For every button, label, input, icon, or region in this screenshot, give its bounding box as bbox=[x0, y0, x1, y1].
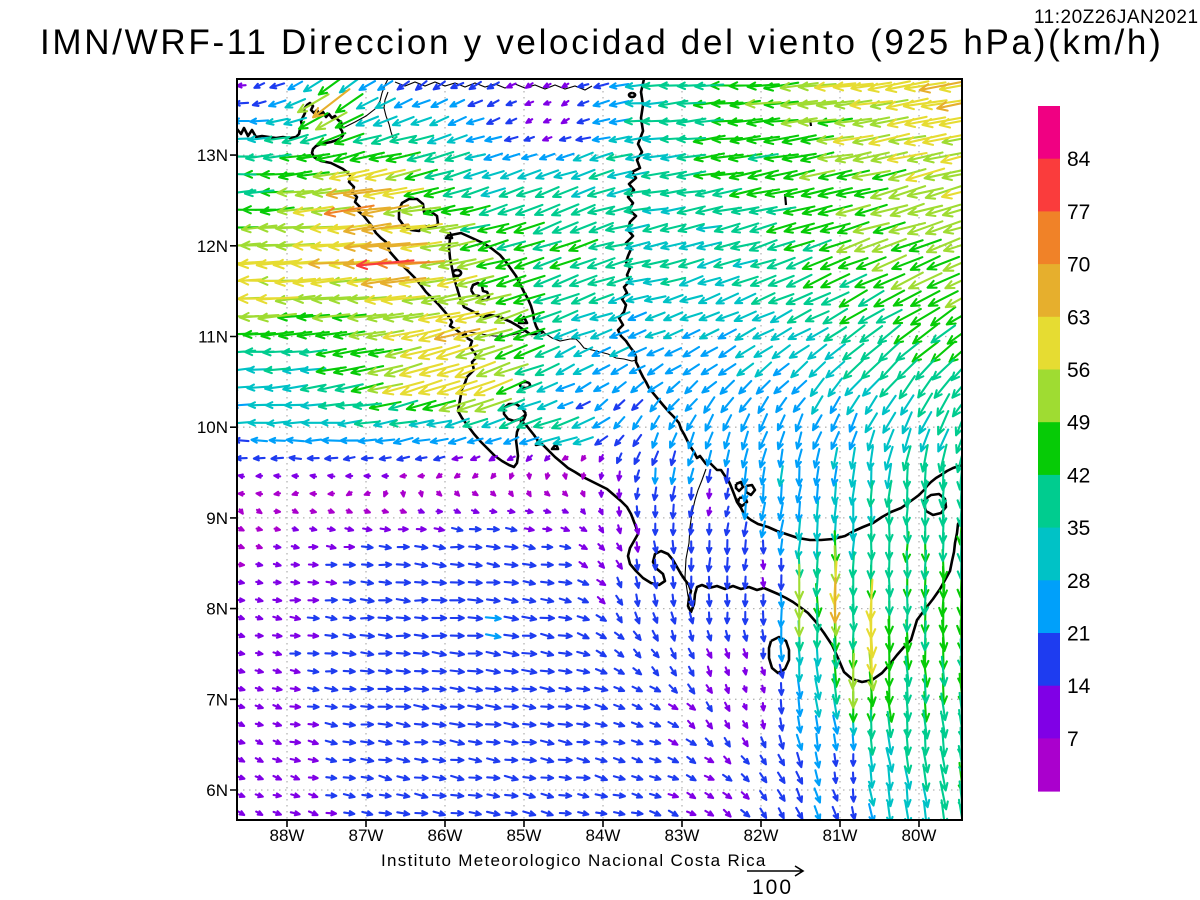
svg-text:83W: 83W bbox=[665, 826, 700, 845]
svg-text:86W: 86W bbox=[428, 826, 463, 845]
svg-text:28: 28 bbox=[1067, 570, 1090, 593]
svg-text:42: 42 bbox=[1067, 464, 1090, 487]
svg-text:84W: 84W bbox=[586, 826, 621, 845]
svg-text:81W: 81W bbox=[823, 826, 858, 845]
svg-text:88W: 88W bbox=[270, 826, 305, 845]
svg-text:84: 84 bbox=[1067, 148, 1091, 171]
svg-text:56: 56 bbox=[1067, 359, 1090, 382]
svg-text:85W: 85W bbox=[507, 826, 542, 845]
svg-text:49: 49 bbox=[1067, 412, 1090, 435]
svg-text:7: 7 bbox=[1067, 728, 1079, 751]
svg-text:10N: 10N bbox=[197, 418, 228, 437]
svg-text:12N: 12N bbox=[197, 237, 228, 256]
svg-text:8N: 8N bbox=[206, 600, 228, 619]
svg-text:70: 70 bbox=[1067, 254, 1090, 277]
svg-text:82W: 82W bbox=[744, 826, 779, 845]
svg-text:9N: 9N bbox=[206, 509, 228, 528]
svg-text:7N: 7N bbox=[206, 690, 228, 709]
svg-text:77: 77 bbox=[1067, 201, 1090, 224]
svg-text:63: 63 bbox=[1067, 306, 1090, 329]
svg-text:6N: 6N bbox=[206, 781, 228, 800]
svg-text:11N: 11N bbox=[198, 328, 228, 347]
svg-text:14: 14 bbox=[1067, 675, 1091, 698]
svg-text:80W: 80W bbox=[902, 826, 937, 845]
svg-text:13N: 13N bbox=[197, 146, 228, 165]
svg-text:21: 21 bbox=[1067, 623, 1090, 646]
svg-text:87W: 87W bbox=[349, 826, 384, 845]
svg-text:35: 35 bbox=[1067, 517, 1090, 540]
